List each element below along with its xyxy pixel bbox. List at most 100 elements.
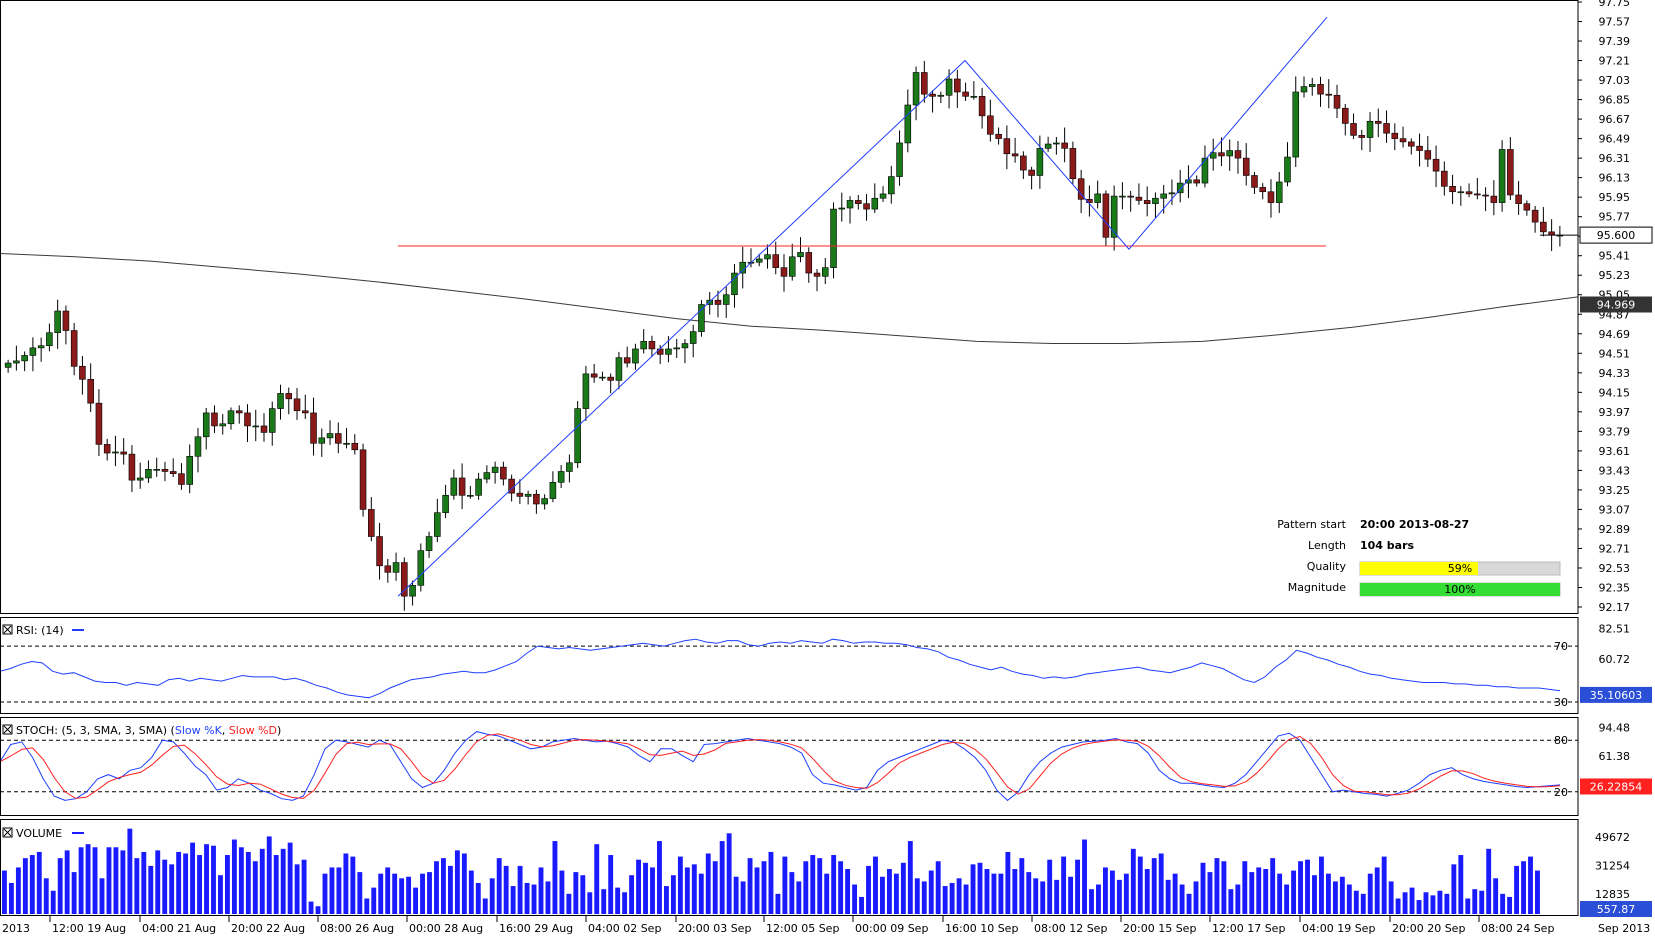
volume-bar: [789, 872, 795, 914]
pattern-length-label: Length: [1308, 539, 1346, 552]
volume-bar: [280, 848, 286, 914]
volume-bar: [85, 844, 91, 914]
time-axis: 2013 12:00 19 Aug 04:00 21 Aug 20:00 22 Aug…: [2, 915, 1650, 935]
volume-bar: [684, 867, 690, 914]
volume-bar: [601, 889, 607, 914]
bear-candle: [211, 412, 218, 427]
volume-bar: [670, 875, 676, 914]
volume-bar: [120, 850, 126, 914]
volume-bar: [1228, 889, 1234, 914]
bull-candle: [566, 462, 573, 472]
volume-bar: [64, 850, 70, 914]
volume-bar: [691, 864, 697, 914]
bull-candle: [13, 360, 20, 364]
volume-bar: [1207, 872, 1213, 914]
volume-bar: [1082, 839, 1087, 914]
volume-bar: [238, 847, 244, 914]
bull-candle: [136, 477, 144, 481]
volume-bar: [831, 855, 837, 914]
pattern-quality-label: Quality: [1307, 560, 1347, 573]
bull-candle: [797, 252, 804, 258]
bull-candle: [599, 376, 606, 379]
bull-candle: [541, 498, 548, 505]
time-tick-label: 04:00 21 Aug: [142, 922, 216, 935]
bull-candle: [202, 412, 210, 438]
bull-candle: [1209, 152, 1217, 159]
volume-bar: [1339, 876, 1345, 914]
volume-bar: [231, 839, 237, 914]
volume-bar: [1256, 867, 1262, 914]
volume-bar: [942, 886, 948, 914]
volume-bar: [594, 844, 600, 914]
volume-bar: [468, 870, 474, 914]
bear-candle: [1193, 179, 1200, 184]
bull-candle: [788, 256, 796, 277]
stoch-label: STOCH: (5, 3, SMA, 3, SMA) (Slow %K, Slo…: [16, 724, 281, 737]
rsi-tick-label: 82.51: [1599, 623, 1631, 636]
bear-candle: [1424, 150, 1432, 160]
bull-candle: [524, 493, 532, 497]
volume-bar: [252, 861, 258, 914]
stoch-label-d: Slow %D: [229, 724, 277, 737]
volume-bar: [657, 841, 662, 914]
time-tick-label: 16:00 29 Aug: [499, 922, 573, 935]
bear-candle: [780, 267, 788, 277]
panel-border: [0, 617, 1579, 714]
volume-bar: [970, 864, 976, 914]
pattern-start-value: 20:00 2013-08-27: [1360, 518, 1469, 531]
bull-candle: [252, 425, 260, 428]
volume-bar: [1381, 856, 1387, 914]
bull-candle: [1152, 197, 1159, 204]
bull-candle: [582, 373, 590, 409]
bear-candle: [384, 565, 392, 573]
volume-bar: [580, 875, 586, 914]
volume-bar: [810, 855, 816, 914]
bear-candle: [169, 471, 177, 474]
bull-candle: [722, 294, 730, 305]
bear-candle: [1003, 138, 1011, 155]
bear-candle: [62, 310, 70, 331]
rsi-tick-label: 60.72: [1599, 653, 1631, 666]
bear-candle: [301, 410, 309, 414]
bull-candle: [268, 408, 276, 433]
bear-candle: [368, 509, 375, 537]
volume-bar: [155, 850, 161, 914]
volume-bar: [211, 845, 216, 914]
bull-candle: [830, 208, 837, 268]
volume-bar: [454, 850, 460, 914]
volume-current-tag: [1580, 901, 1652, 917]
bull-candle: [318, 437, 326, 444]
bear-candle: [1069, 148, 1077, 180]
volume-bar: [1291, 870, 1297, 914]
volume-bar: [712, 861, 718, 914]
price-tick-label: 92.89: [1599, 523, 1631, 536]
volume-bar: [531, 884, 537, 914]
volume-bar: [2, 870, 7, 914]
bull-candle: [912, 72, 920, 106]
bull-candle: [665, 348, 672, 355]
volume-bar: [1005, 851, 1011, 914]
volume-bar: [413, 887, 419, 914]
volume-bar: [1332, 881, 1338, 914]
volume-bar: [1277, 873, 1283, 914]
bear-candle: [1416, 145, 1423, 151]
volume-bar: [218, 875, 223, 914]
volume-bar: [364, 898, 370, 914]
volume-bar: [1214, 858, 1220, 914]
volume-bar: [350, 856, 356, 914]
price-tick-label: 97.03: [1599, 74, 1631, 87]
volume-bar: [1472, 889, 1478, 914]
time-tick-label: 08:00 12 Sep: [1034, 922, 1107, 935]
volume-bar: [1423, 892, 1429, 914]
price-tick-label: 92.17: [1599, 601, 1631, 614]
volume-bar: [162, 859, 168, 914]
price-tick-label: 96.85: [1599, 94, 1631, 107]
volume-bar: [1374, 867, 1380, 914]
bull-candle: [1094, 193, 1101, 203]
bear-candle: [1432, 158, 1440, 172]
bull-candle: [145, 469, 152, 479]
volume-bar: [22, 858, 28, 914]
stoch-label-sep: ,: [222, 724, 229, 737]
volume-bar: [629, 875, 635, 914]
volume-bar: [1144, 869, 1150, 914]
